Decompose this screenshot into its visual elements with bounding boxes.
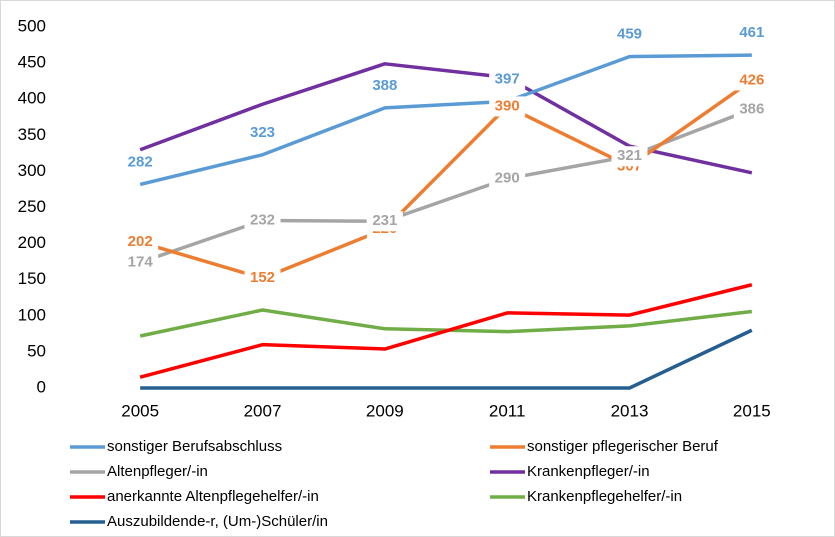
data-label: 386 — [739, 100, 764, 117]
data-label-bg — [733, 99, 770, 120]
data-label-bg — [366, 211, 403, 232]
data-label-bg — [611, 24, 648, 45]
y-tick-label: 200 — [18, 233, 46, 252]
data-label-bg — [122, 252, 159, 273]
data-label-bg — [489, 96, 526, 117]
data-label: 461 — [739, 24, 764, 41]
y-tick-label: 150 — [18, 269, 46, 288]
data-label-bg — [366, 75, 403, 96]
data-label-bg — [489, 168, 526, 189]
data-label: 232 — [250, 211, 275, 228]
data-label: 388 — [372, 77, 397, 94]
data-label: 426 — [739, 71, 764, 88]
y-tick-label: 300 — [18, 161, 46, 180]
data-label-bg — [733, 23, 770, 44]
y-tick-label: 250 — [18, 197, 46, 216]
data-label-bg — [611, 146, 648, 167]
legend-label: Krankenpfleger/-in — [527, 463, 650, 480]
data-label-bg — [244, 268, 281, 289]
data-label-bg — [733, 70, 770, 91]
data-label-bg — [244, 122, 281, 143]
x-tick-label: 2007 — [244, 401, 282, 420]
x-tick-label: 2009 — [366, 401, 404, 420]
data-label: 152 — [250, 269, 275, 286]
data-label: 174 — [128, 253, 154, 270]
data-label: 397 — [495, 70, 520, 87]
data-label: 321 — [617, 147, 642, 164]
series-line — [139, 283, 753, 379]
y-tick-label: 500 — [18, 16, 46, 35]
data-label: 282 — [128, 153, 153, 170]
data-label: 390 — [495, 97, 520, 114]
data-label-bg — [489, 69, 526, 90]
y-tick-label: 0 — [37, 377, 46, 396]
x-tick-label: 2011 — [489, 401, 526, 420]
data-label: 323 — [250, 124, 275, 141]
data-label: 202 — [128, 233, 153, 250]
y-tick-label: 350 — [18, 125, 46, 144]
data-label: 459 — [617, 26, 642, 43]
y-tick-label: 100 — [18, 305, 46, 324]
legend-label: Altenpfleger/-in — [107, 463, 208, 480]
legend-label: sonstiger pflegerischer Beruf — [527, 438, 719, 455]
legend-label: Auszubildende-r, (Um-)Schüler/in — [107, 513, 328, 530]
data-label-bg — [244, 210, 281, 231]
x-tick-label: 2013 — [611, 401, 649, 420]
x-tick-label: 2005 — [121, 401, 159, 420]
y-tick-label: 400 — [18, 89, 46, 108]
legend-label: Krankenpflegehelfer/-in — [527, 488, 682, 505]
series-line — [139, 107, 753, 265]
legend-label: anerkannte Altenpflegehelfer/-in — [107, 488, 319, 505]
series-line — [139, 53, 752, 187]
data-label-bg — [122, 232, 159, 253]
data-label: 231 — [372, 212, 397, 229]
y-tick-label: 50 — [27, 341, 46, 360]
series-line — [140, 328, 753, 390]
data-label: 290 — [495, 170, 520, 187]
data-label-bg — [122, 152, 159, 173]
series-line — [139, 78, 753, 281]
y-tick-label: 450 — [18, 53, 46, 72]
legend-label: sonstiger Berufsabschluss — [107, 438, 282, 455]
x-tick-label: 2015 — [733, 401, 771, 420]
